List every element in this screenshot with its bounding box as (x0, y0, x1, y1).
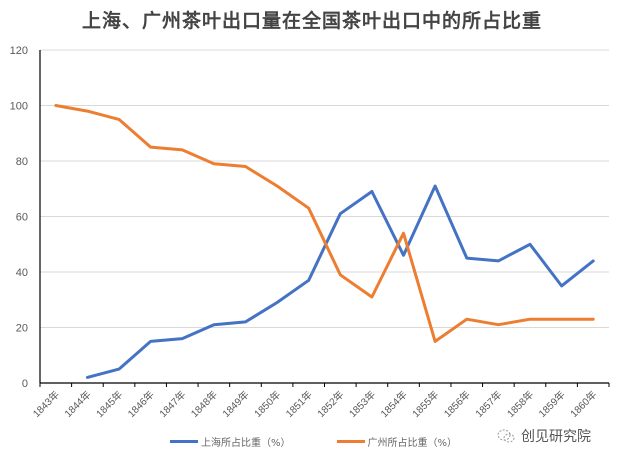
y-tick-label: 120 (10, 45, 28, 57)
legend-swatch-guangzhou (336, 440, 365, 443)
x-tick-label: 1852年 (314, 388, 346, 420)
x-tick-label: 1855年 (409, 388, 441, 420)
legend-label-shanghai: 上海所占比重（%） (201, 438, 291, 449)
x-tick-label: 1845年 (93, 388, 125, 420)
legend-item-shanghai: 上海所占比重（%） (170, 434, 291, 449)
x-tick-label: 1848年 (188, 388, 220, 420)
legend-label-guangzhou: 广州所占比重（%） (367, 438, 458, 449)
x-tick-label: 1844年 (62, 388, 94, 420)
legend-swatch-shanghai (170, 440, 198, 443)
series-line-shanghai (85, 184, 595, 379)
x-tick-label: 1849年 (220, 388, 252, 420)
x-tick-label: 1860年 (567, 388, 599, 420)
x-tick-label: 1853年 (346, 388, 378, 420)
x-tick-label: 1850年 (251, 388, 283, 420)
y-tick-label: 20 (16, 323, 28, 335)
x-tick-label: 1856年 (441, 388, 473, 420)
y-tick-label: 100 (10, 101, 28, 113)
x-tick-label: 1851年 (283, 388, 315, 420)
x-tick-label: 1857年 (472, 388, 504, 420)
x-tick-label: 1854年 (378, 388, 410, 420)
y-tick-label: 80 (16, 156, 28, 168)
y-tick-label: 60 (16, 212, 28, 224)
x-tick-label: 1858年 (504, 388, 536, 420)
watermark: 创见研究院 (497, 426, 591, 446)
series-line-guangzhou (54, 104, 595, 343)
x-tick-label: 1843年 (30, 388, 62, 420)
legend-item-guangzhou: 广州所占比重（%） (336, 434, 458, 449)
watermark-text: 创见研究院 (521, 429, 591, 445)
chart-title: 上海、广州茶叶出口量在全国茶叶出口中的所占比重 (81, 10, 542, 32)
x-tick-label: 1859年 (536, 388, 568, 420)
x-tick-label: 1847年 (156, 388, 188, 420)
legend: 上海所占比重（%） 广州所占比重（%） (170, 434, 503, 449)
y-tick-label: 0 (22, 378, 28, 390)
wechat-icon (497, 429, 515, 443)
x-tick-label: 1846年 (125, 388, 157, 420)
y-tick-label: 40 (16, 267, 28, 279)
